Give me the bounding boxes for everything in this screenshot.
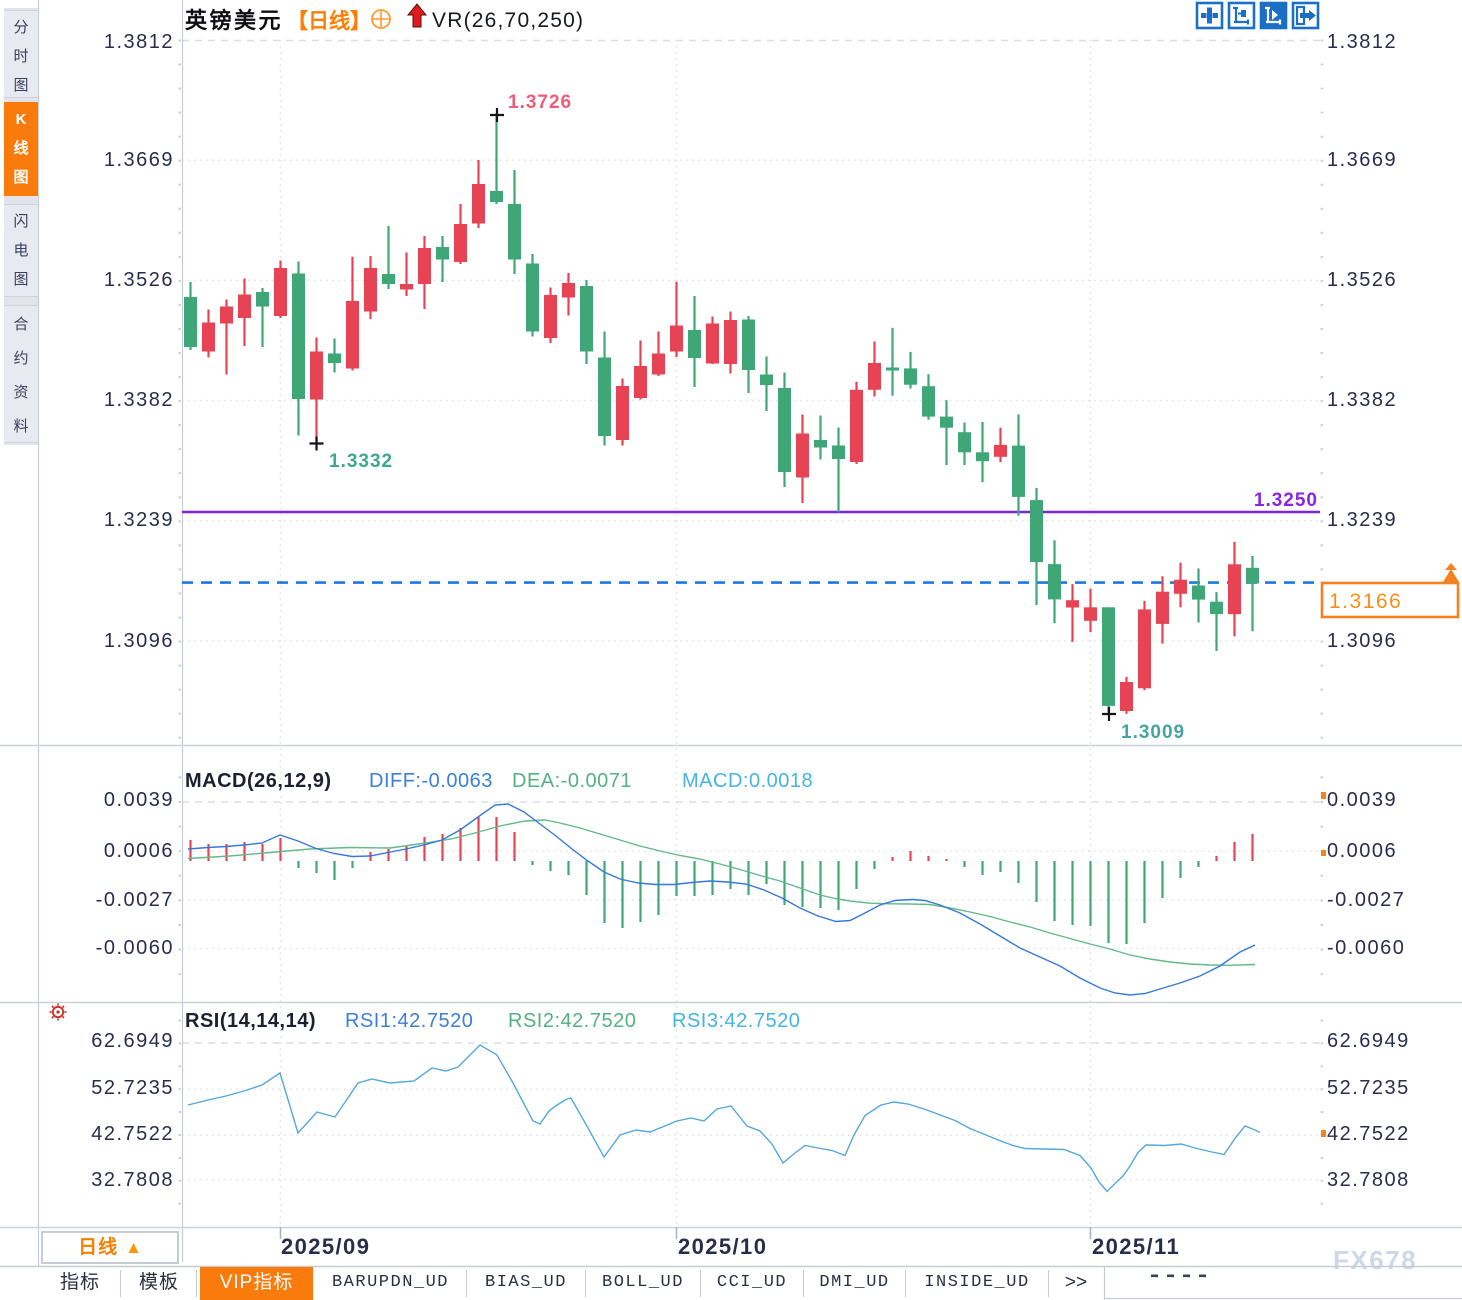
svg-text:【日线】: 【日线】 xyxy=(287,9,371,33)
svg-text:RSI1:42.7520: RSI1:42.7520 xyxy=(345,1010,473,1032)
svg-text:VR(26,70,250): VR(26,70,250) xyxy=(432,9,584,32)
svg-text:1.3382: 1.3382 xyxy=(1327,389,1397,411)
svg-text:1.3726: 1.3726 xyxy=(508,92,572,113)
svg-text:1.3526: 1.3526 xyxy=(104,269,174,291)
svg-text:-0.0027: -0.0027 xyxy=(96,889,174,911)
svg-text:52.7235: 52.7235 xyxy=(91,1077,174,1099)
svg-text:1.3250: 1.3250 xyxy=(1254,490,1318,511)
svg-text:DEA:-0.0071: DEA:-0.0071 xyxy=(512,770,632,792)
svg-text:32.7808: 32.7808 xyxy=(1327,1169,1410,1191)
svg-text:1.3009: 1.3009 xyxy=(1121,722,1185,743)
svg-text:MACD(26,12,9): MACD(26,12,9) xyxy=(185,770,332,792)
svg-text:1.3382: 1.3382 xyxy=(104,389,174,411)
svg-text:MACD:0.0018: MACD:0.0018 xyxy=(682,770,813,792)
svg-text:62.6949: 62.6949 xyxy=(1327,1030,1410,1052)
svg-text:2025/10: 2025/10 xyxy=(678,1234,767,1259)
svg-text:-0.0060: -0.0060 xyxy=(1327,937,1405,959)
svg-text:RSI3:42.7520: RSI3:42.7520 xyxy=(672,1010,800,1032)
svg-text:1.3166: 1.3166 xyxy=(1329,590,1402,613)
svg-text:0.0006: 0.0006 xyxy=(1327,840,1397,862)
svg-text:2025/09: 2025/09 xyxy=(281,1234,370,1259)
svg-text:1.3526: 1.3526 xyxy=(1327,269,1397,291)
svg-text:0.0039: 0.0039 xyxy=(104,789,174,811)
svg-text:-0.0060: -0.0060 xyxy=(96,937,174,959)
svg-text:62.6949: 62.6949 xyxy=(91,1030,174,1052)
svg-text:1.3812: 1.3812 xyxy=(1327,31,1397,53)
svg-text:1.3239: 1.3239 xyxy=(104,509,174,531)
svg-text:1.3096: 1.3096 xyxy=(104,630,174,652)
svg-text:1.3669: 1.3669 xyxy=(104,149,174,171)
svg-text:1.3812: 1.3812 xyxy=(104,31,174,53)
svg-text:1.3096: 1.3096 xyxy=(1327,630,1397,652)
svg-text:42.7522: 42.7522 xyxy=(1327,1123,1410,1145)
svg-text:RSI(14,14,14): RSI(14,14,14) xyxy=(185,1010,316,1032)
svg-text:1.3332: 1.3332 xyxy=(329,451,393,472)
svg-text:52.7235: 52.7235 xyxy=(1327,1077,1410,1099)
svg-text:RSI2:42.7520: RSI2:42.7520 xyxy=(508,1010,636,1032)
svg-text:1.3669: 1.3669 xyxy=(1327,149,1397,171)
svg-text:英镑美元: 英镑美元 xyxy=(185,8,283,33)
svg-text:FX678: FX678 xyxy=(1333,1245,1417,1275)
svg-text:-0.0027: -0.0027 xyxy=(1327,889,1405,911)
svg-text:32.7808: 32.7808 xyxy=(91,1169,174,1191)
svg-text:0.0006: 0.0006 xyxy=(104,840,174,862)
svg-text:0.0039: 0.0039 xyxy=(1327,789,1397,811)
svg-text:2025/11: 2025/11 xyxy=(1092,1234,1180,1259)
svg-text:42.7522: 42.7522 xyxy=(91,1123,174,1145)
svg-text:DIFF:-0.0063: DIFF:-0.0063 xyxy=(369,770,493,792)
svg-text:1.3239: 1.3239 xyxy=(1327,509,1397,531)
